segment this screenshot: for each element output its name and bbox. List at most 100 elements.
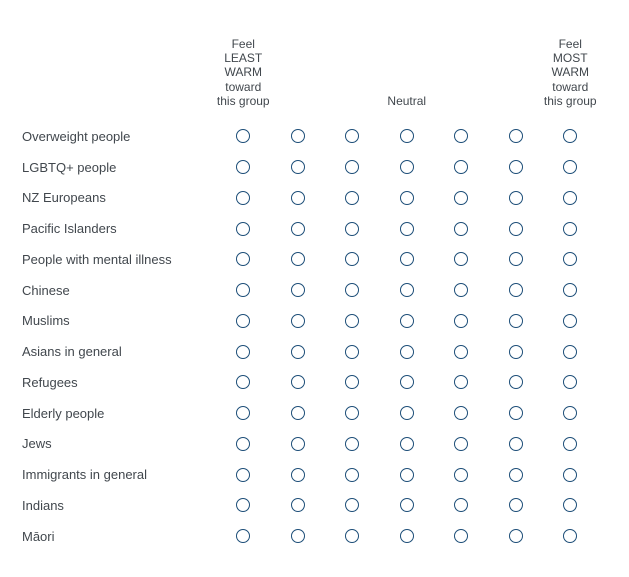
radio-option[interactable]: [508, 436, 523, 451]
radio-option[interactable]: [563, 406, 578, 421]
radio-option[interactable]: [236, 498, 251, 513]
radio-option[interactable]: [345, 406, 360, 421]
radio-option[interactable]: [345, 375, 360, 390]
radio-option[interactable]: [454, 375, 469, 390]
radio-option[interactable]: [236, 252, 251, 267]
radio-option[interactable]: [290, 190, 305, 205]
radio-option[interactable]: [399, 160, 414, 175]
radio-option[interactable]: [399, 129, 414, 144]
radio-option[interactable]: [563, 190, 578, 205]
radio-option[interactable]: [399, 221, 414, 236]
radio-option[interactable]: [508, 129, 523, 144]
radio-option[interactable]: [454, 406, 469, 421]
radio-option[interactable]: [508, 252, 523, 267]
radio-option[interactable]: [399, 344, 414, 359]
radio-option[interactable]: [399, 467, 414, 482]
radio-option[interactable]: [290, 160, 305, 175]
radio-option[interactable]: [345, 344, 360, 359]
radio-option[interactable]: [345, 190, 360, 205]
radio-option[interactable]: [290, 221, 305, 236]
radio-option[interactable]: [345, 498, 360, 513]
radio-option[interactable]: [454, 498, 469, 513]
radio-option[interactable]: [399, 283, 414, 298]
radio-option[interactable]: [508, 467, 523, 482]
radio-option[interactable]: [236, 160, 251, 175]
radio-option[interactable]: [454, 283, 469, 298]
option-cell: [271, 436, 326, 451]
radio-option[interactable]: [236, 283, 251, 298]
radio-option[interactable]: [508, 190, 523, 205]
radio-option[interactable]: [563, 221, 578, 236]
radio-option[interactable]: [236, 221, 251, 236]
radio-option[interactable]: [345, 252, 360, 267]
radio-option[interactable]: [290, 283, 305, 298]
radio-option[interactable]: [563, 436, 578, 451]
radio-option[interactable]: [508, 160, 523, 175]
radio-option[interactable]: [508, 375, 523, 390]
radio-option[interactable]: [563, 375, 578, 390]
radio-option[interactable]: [454, 436, 469, 451]
radio-option[interactable]: [345, 529, 360, 544]
radio-option[interactable]: [563, 498, 578, 513]
radio-option[interactable]: [454, 467, 469, 482]
radio-option[interactable]: [345, 283, 360, 298]
radio-option[interactable]: [399, 436, 414, 451]
radio-option[interactable]: [454, 160, 469, 175]
radio-option[interactable]: [454, 129, 469, 144]
radio-option[interactable]: [236, 344, 251, 359]
radio-option[interactable]: [290, 498, 305, 513]
radio-option[interactable]: [399, 529, 414, 544]
radio-option[interactable]: [345, 467, 360, 482]
radio-option[interactable]: [345, 221, 360, 236]
radio-option[interactable]: [508, 529, 523, 544]
radio-option[interactable]: [454, 344, 469, 359]
radio-option[interactable]: [290, 313, 305, 328]
radio-option[interactable]: [345, 313, 360, 328]
radio-option[interactable]: [236, 467, 251, 482]
radio-option[interactable]: [236, 406, 251, 421]
radio-option[interactable]: [508, 344, 523, 359]
radio-option[interactable]: [454, 221, 469, 236]
radio-option[interactable]: [290, 436, 305, 451]
radio-option[interactable]: [454, 313, 469, 328]
radio-option[interactable]: [236, 190, 251, 205]
radio-option[interactable]: [508, 283, 523, 298]
radio-option[interactable]: [236, 375, 251, 390]
radio-option[interactable]: [236, 529, 251, 544]
radio-option[interactable]: [290, 467, 305, 482]
radio-option[interactable]: [454, 252, 469, 267]
radio-option[interactable]: [399, 406, 414, 421]
radio-option[interactable]: [563, 283, 578, 298]
radio-option[interactable]: [563, 313, 578, 328]
radio-option[interactable]: [563, 344, 578, 359]
radio-option[interactable]: [290, 344, 305, 359]
radio-option[interactable]: [563, 160, 578, 175]
radio-option[interactable]: [236, 129, 251, 144]
radio-option[interactable]: [290, 406, 305, 421]
radio-option[interactable]: [345, 160, 360, 175]
radio-option[interactable]: [236, 313, 251, 328]
radio-option[interactable]: [290, 529, 305, 544]
radio-option[interactable]: [563, 252, 578, 267]
radio-option[interactable]: [290, 129, 305, 144]
radio-option[interactable]: [508, 498, 523, 513]
radio-option[interactable]: [508, 406, 523, 421]
radio-option[interactable]: [290, 375, 305, 390]
radio-option[interactable]: [236, 436, 251, 451]
radio-option[interactable]: [345, 129, 360, 144]
radio-option[interactable]: [563, 529, 578, 544]
radio-option[interactable]: [454, 190, 469, 205]
radio-option[interactable]: [399, 252, 414, 267]
radio-option[interactable]: [345, 436, 360, 451]
radio-option[interactable]: [399, 190, 414, 205]
option-cell: [380, 190, 435, 205]
radio-option[interactable]: [563, 129, 578, 144]
radio-option[interactable]: [508, 313, 523, 328]
radio-option[interactable]: [399, 313, 414, 328]
radio-option[interactable]: [508, 221, 523, 236]
radio-option[interactable]: [399, 498, 414, 513]
radio-option[interactable]: [290, 252, 305, 267]
radio-option[interactable]: [399, 375, 414, 390]
radio-option[interactable]: [563, 467, 578, 482]
radio-option[interactable]: [454, 529, 469, 544]
